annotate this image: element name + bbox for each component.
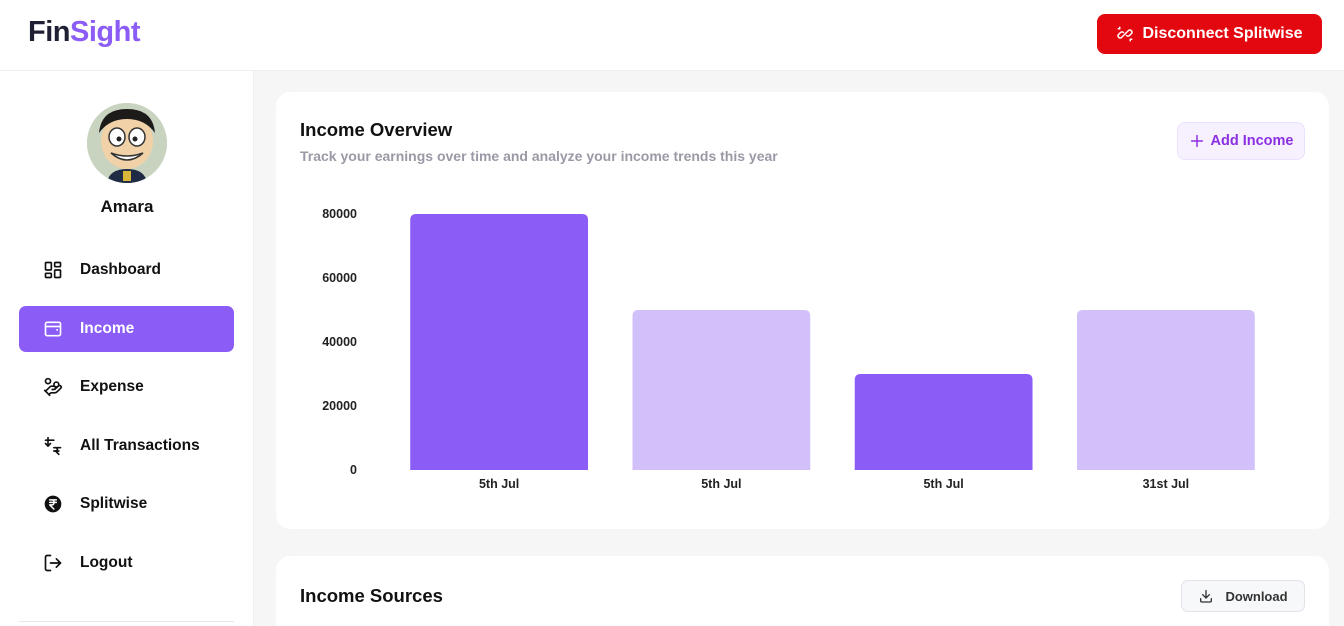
logo-text-fin: Fin	[28, 16, 71, 48]
income-sources-card: Income Sources Download	[276, 556, 1329, 626]
sidebar-item-label: Income	[80, 320, 135, 337]
add-income-label: Add Income	[1210, 133, 1294, 149]
sidebar-item-income[interactable]: Income	[19, 306, 234, 352]
avatar-image	[87, 103, 167, 183]
sidebar-item-label: Splitwise	[80, 495, 148, 512]
x-tick-label: 31st Jul	[1143, 477, 1190, 491]
download-button[interactable]: Download	[1181, 580, 1305, 612]
y-tick-label: 0	[350, 463, 357, 477]
x-tick-label: 5th Jul	[701, 477, 741, 491]
sidebar-item-label: Dashboard	[80, 261, 161, 278]
x-tick-label: 5th Jul	[923, 477, 963, 491]
sidebar-item-label: All Transactions	[80, 437, 200, 454]
sidebar-item-logout[interactable]: Logout	[19, 540, 234, 586]
income-overview-card: Income Overview Track your earnings over…	[276, 92, 1329, 529]
logo-text-sight: Sight	[70, 16, 141, 48]
hand-coins-icon	[43, 377, 62, 397]
download-icon	[1200, 590, 1213, 603]
chart-bar[interactable]	[632, 310, 811, 470]
chart-bar[interactable]	[1076, 310, 1255, 470]
transactions-icon	[44, 436, 62, 456]
income-overview-subtitle: Track your earnings over time and analyz…	[300, 148, 778, 164]
x-tick-label: 5th Jul	[479, 477, 519, 491]
top-bar: FinSight Disconnect Splitwise	[0, 0, 1344, 71]
disconnect-splitwise-label: Disconnect Splitwise	[1142, 25, 1303, 42]
sidebar: Amara Dashboard Income Expense All Trans…	[0, 71, 254, 626]
y-tick-label: 60000	[322, 271, 357, 285]
add-income-button[interactable]: Add Income	[1177, 122, 1305, 160]
user-name: Amara	[100, 197, 154, 216]
sidebar-item-expense[interactable]: Expense	[19, 364, 234, 410]
download-label: Download	[1225, 588, 1288, 604]
income-overview-title: Income Overview	[300, 119, 453, 140]
sidebar-item-dashboard[interactable]: Dashboard	[19, 247, 234, 293]
rupee-circle-icon	[44, 495, 62, 513]
plus-icon	[1190, 134, 1203, 148]
wallet-icon	[44, 321, 62, 337]
chart-bar[interactable]	[854, 374, 1033, 470]
y-tick-label: 20000	[322, 399, 357, 413]
y-tick-label: 80000	[322, 207, 357, 221]
sidebar-item-label: Logout	[80, 554, 133, 571]
sidebar-divider	[19, 621, 234, 622]
sidebar-item-splitwise[interactable]: Splitwise	[19, 481, 234, 527]
chart-bar[interactable]	[410, 214, 589, 470]
app-logo[interactable]: FinSight	[28, 16, 141, 49]
avatar[interactable]	[87, 103, 167, 183]
sidebar-item-all-transactions[interactable]: All Transactions	[19, 423, 234, 469]
disconnect-splitwise-button[interactable]: Disconnect Splitwise	[1097, 14, 1322, 54]
y-tick-label: 40000	[322, 335, 357, 349]
logout-icon	[44, 554, 62, 572]
unlink-icon	[1117, 26, 1134, 42]
income-bar-chart: 0 20000 40000 60000 80000 5th Jul 5th Jul 5th J…	[322, 207, 1255, 491]
dashboard-grid-icon	[44, 261, 62, 279]
sidebar-item-label: Expense	[80, 378, 144, 395]
income-sources-title: Income Sources	[300, 585, 443, 606]
